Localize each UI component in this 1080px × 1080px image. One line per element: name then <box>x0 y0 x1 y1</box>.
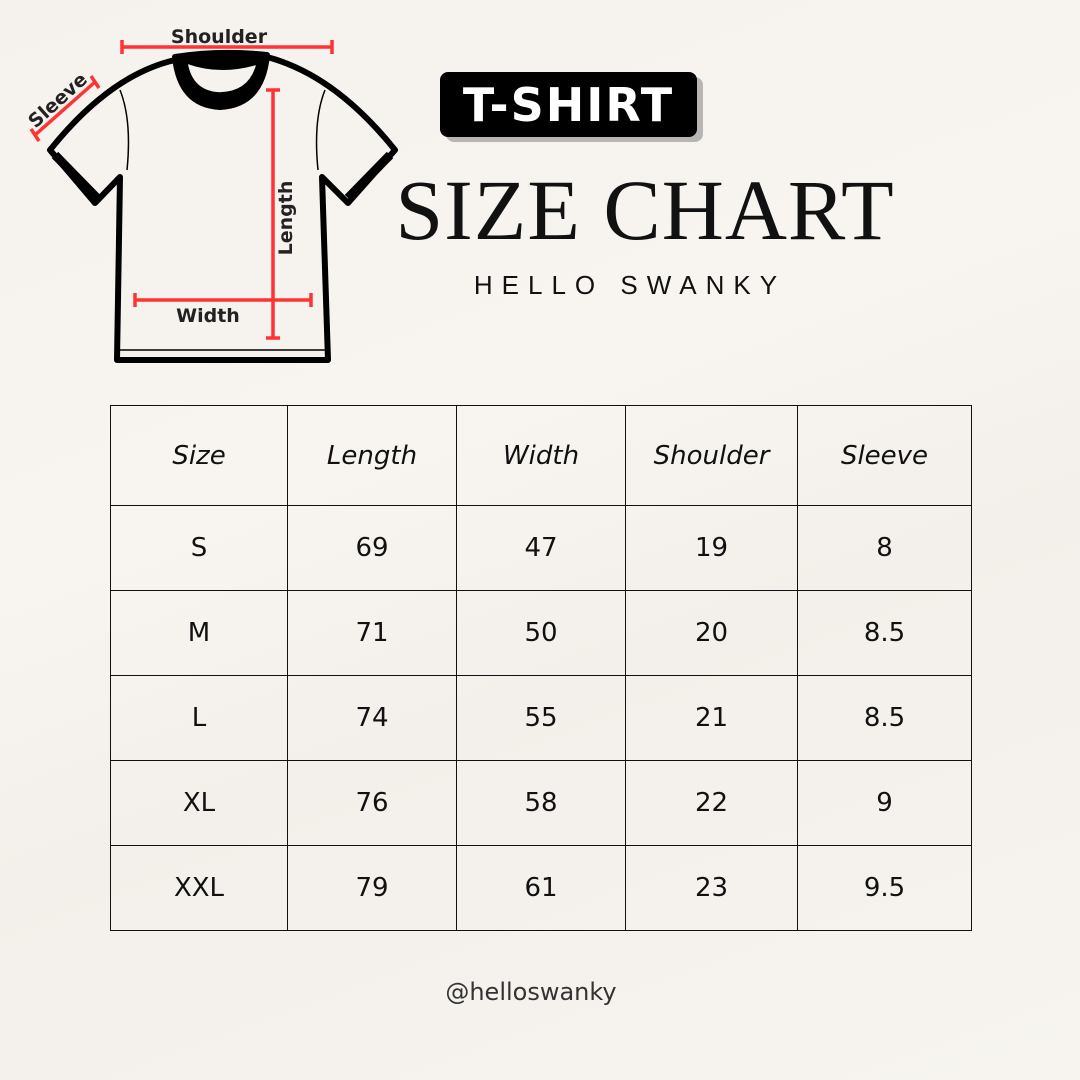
table-cell: XL <box>110 760 288 846</box>
table-cell: 8.5 <box>797 675 972 761</box>
table-row: XXL 79 61 23 9.5 <box>110 845 972 931</box>
table-cell: 9.5 <box>797 845 972 931</box>
shoulder-measure-line <box>120 40 334 54</box>
social-handle: @helloswanky <box>445 978 617 1006</box>
column-header: Sleeve <box>797 405 972 506</box>
table-cell: 47 <box>456 505 626 591</box>
table-cell: 55 <box>456 675 626 761</box>
column-header: Shoulder <box>625 405 798 506</box>
table-cell: 20 <box>625 590 798 676</box>
column-header: Length <box>287 405 457 506</box>
table-cell: 9 <box>797 760 972 846</box>
table-cell: 69 <box>287 505 457 591</box>
table-cell: 58 <box>456 760 626 846</box>
table-cell: 50 <box>456 590 626 676</box>
table-cell: L <box>110 675 288 761</box>
table-cell: 8.5 <box>797 590 972 676</box>
table-cell: XXL <box>110 845 288 931</box>
table-cell: 19 <box>625 505 798 591</box>
table-cell: S <box>110 505 288 591</box>
table-row: L 74 55 21 8.5 <box>110 675 972 761</box>
column-header: Size <box>110 405 288 506</box>
length-measure-line <box>266 88 280 340</box>
table-row: S 69 47 19 8 <box>110 505 972 591</box>
tshirt-outline-icon <box>47 49 398 363</box>
tshirt-tag: T-SHIRT <box>440 72 697 137</box>
table-cell: 76 <box>287 760 457 846</box>
brand-name: HELLO SWANKY <box>473 270 787 300</box>
table-cell: 8 <box>797 505 972 591</box>
shoulder-label: Shoulder <box>171 26 268 48</box>
table-row: M 71 50 20 8.5 <box>110 590 972 676</box>
length-label: Length <box>275 181 297 256</box>
tshirt-diagram: Shoulder Sleeve Length Width <box>24 26 398 363</box>
table-cell: 21 <box>625 675 798 761</box>
sleeve-measure-line <box>29 75 101 142</box>
table-header-row: Size Length Width Shoulder Sleeve <box>110 405 972 506</box>
table-cell: 71 <box>287 590 457 676</box>
table-cell: 74 <box>287 675 457 761</box>
width-label: Width <box>176 305 240 327</box>
column-header: Width <box>456 405 626 506</box>
table-cell: 79 <box>287 845 457 931</box>
table-row: XL 76 58 22 9 <box>110 760 972 846</box>
size-table: Size Length Width Shoulder Sleeve S 69 47 1… <box>110 405 972 931</box>
width-measure-line <box>133 293 313 307</box>
page-title: SIZE CHART <box>395 162 895 258</box>
table-cell: 23 <box>625 845 798 931</box>
table-cell: M <box>110 590 288 676</box>
table-cell: 61 <box>456 845 626 931</box>
table-cell: 22 <box>625 760 798 846</box>
